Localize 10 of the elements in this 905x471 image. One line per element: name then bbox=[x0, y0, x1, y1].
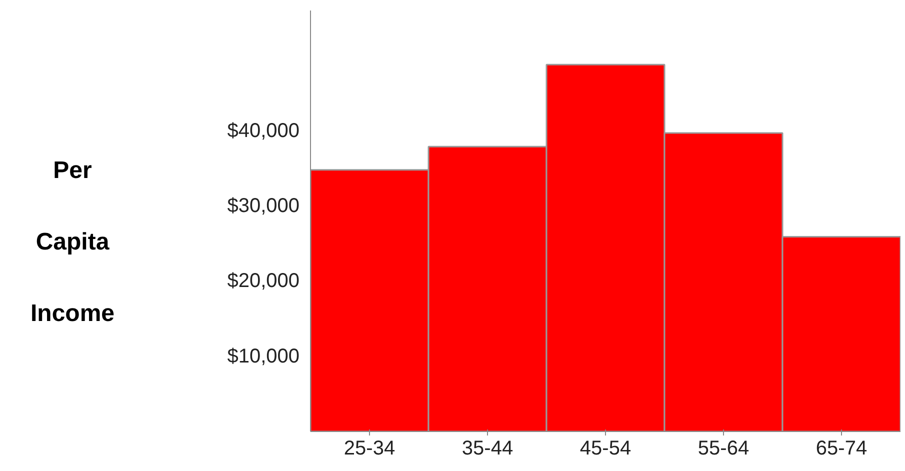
x-tick-label: 65-74 bbox=[816, 438, 868, 460]
y-tick-label: $20,000 bbox=[227, 270, 300, 292]
y-tick-label: $10,000 bbox=[227, 345, 300, 368]
y-tick-label: $40,000 bbox=[227, 120, 300, 142]
x-tick-label: 55-64 bbox=[698, 438, 750, 460]
x-tick-label: 35-44 bbox=[462, 438, 514, 460]
y-tick-label: $30,000 bbox=[227, 194, 300, 217]
x-tick-label: 45-54 bbox=[580, 438, 632, 460]
x-tick-label: 25-34 bbox=[344, 438, 396, 460]
text: Per Capita Income bbox=[30, 156, 115, 328]
